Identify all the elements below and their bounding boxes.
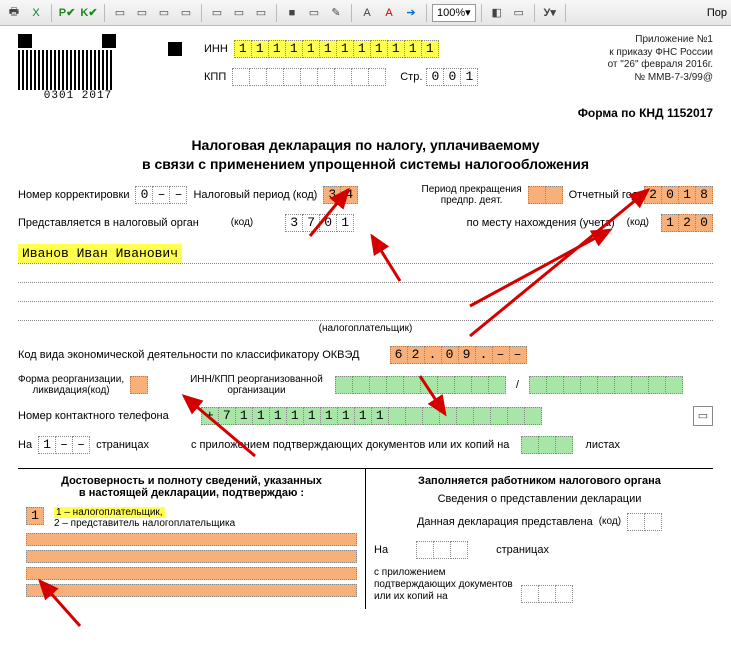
fio-value: Иванов Иван Иванович bbox=[18, 244, 182, 263]
period-label: Налоговый период (код) bbox=[193, 189, 317, 201]
font-icon[interactable]: A bbox=[379, 3, 399, 23]
taxpayer-caption: (налогоплательщик) bbox=[18, 323, 713, 334]
corr-cells[interactable]: 0–– bbox=[135, 186, 187, 204]
who-option-2: 2 – представитель налогоплательщика bbox=[54, 518, 235, 529]
reorg-inn-cells[interactable] bbox=[335, 376, 506, 394]
reorg-kpp-cells[interactable] bbox=[529, 376, 683, 394]
okved-label: Код вида экономической деятельности по к… bbox=[18, 349, 360, 361]
zoom-select[interactable]: 100% ▾ bbox=[432, 4, 476, 22]
u-button[interactable]: У▾ bbox=[540, 3, 560, 23]
tool-icon[interactable]: ▭ bbox=[207, 3, 227, 23]
kod-label: (код) bbox=[599, 516, 621, 527]
name-band[interactable] bbox=[26, 584, 357, 597]
p-check-button[interactable]: P✔ bbox=[57, 3, 77, 23]
tool-icon[interactable]: ▭ bbox=[509, 3, 529, 23]
termin-label: предпр. деят. bbox=[422, 195, 522, 206]
left-title: Достоверность и полноту сведений, указан… bbox=[26, 475, 357, 487]
tool-icon[interactable]: ✎ bbox=[326, 3, 346, 23]
document-page: 0301 2017 ИНН 111111111111 КПП Стр. 001 … bbox=[0, 26, 731, 627]
str-cells: 001 bbox=[426, 68, 478, 86]
right-r2-cells[interactable] bbox=[627, 513, 662, 531]
kpp-label: КПП bbox=[204, 71, 226, 83]
name-band[interactable] bbox=[26, 533, 357, 546]
k-check-button[interactable]: K✔ bbox=[79, 3, 99, 23]
tool-icon[interactable]: ▭ bbox=[176, 3, 196, 23]
right-r3-cells[interactable] bbox=[416, 541, 468, 559]
termin-label: Период прекращения bbox=[422, 184, 522, 195]
black-marker bbox=[102, 34, 116, 48]
app-info: Приложение №1 к приказу ФНС России от "2… bbox=[608, 34, 713, 84]
slash: / bbox=[516, 379, 519, 391]
tool-icon[interactable]: ▭ bbox=[304, 3, 324, 23]
black-marker bbox=[18, 34, 32, 48]
toolbar: 🖶 X P✔ K✔ ▭ ▭ ▭ ▭ ▭ ▭ ▭ ■ ▭ ✎ A A ➔ 100%… bbox=[0, 0, 731, 26]
reorg-form-label: ликвидация(код) bbox=[18, 385, 124, 396]
phone-label: Номер контактного телефона bbox=[18, 410, 169, 422]
place-cells[interactable]: 120 bbox=[661, 214, 713, 232]
organ-cells[interactable]: 3701 bbox=[285, 214, 354, 232]
str-label: Стр. bbox=[400, 71, 422, 83]
attach-label: с приложением подтверждающих документов … bbox=[191, 439, 509, 451]
right-r4c: или их копий на bbox=[374, 591, 513, 603]
inn-cells[interactable]: 111111111111 bbox=[234, 40, 439, 58]
right-r3b: страницах bbox=[496, 544, 549, 556]
doc-title: Налоговая декларация по налогу, уплачива… bbox=[18, 136, 713, 174]
kod-label: (код) bbox=[231, 217, 253, 228]
reorg-form-label: Форма реорганизации, bbox=[18, 374, 124, 385]
knd-label: Форма по КНД 1152017 bbox=[18, 106, 713, 120]
pages-word: страницах bbox=[96, 439, 149, 451]
tool-icon[interactable]: ▭ bbox=[110, 3, 130, 23]
place-label: по месту нахождения (учета) bbox=[467, 217, 615, 229]
phone-cells[interactable]: +7111111111 bbox=[201, 407, 542, 425]
corr-label: Номер корректировки bbox=[18, 189, 129, 201]
barcode-label: 0301 2017 bbox=[18, 90, 138, 102]
sheets-word: листах bbox=[585, 439, 620, 451]
phone-tool-icon[interactable]: ▭ bbox=[693, 406, 713, 426]
reorg-innkpp-label: организации bbox=[190, 385, 323, 396]
tool-icon[interactable]: ▭ bbox=[154, 3, 174, 23]
tool-icon[interactable]: ▭ bbox=[229, 3, 249, 23]
who-option-1: 1 – налогоплательщик, bbox=[54, 507, 165, 518]
excel-icon[interactable]: X bbox=[26, 3, 46, 23]
kod-label: (код) bbox=[627, 217, 649, 228]
who-cells[interactable]: 1 bbox=[26, 507, 44, 525]
right-r3a: На bbox=[374, 544, 388, 556]
name-band[interactable] bbox=[26, 550, 357, 563]
reorg-form-cells[interactable] bbox=[130, 376, 148, 394]
tool-icon[interactable]: ◧ bbox=[487, 3, 507, 23]
barcode bbox=[18, 50, 113, 90]
on-label: На bbox=[18, 439, 32, 451]
right-title: Заполняется работником налогового органа bbox=[374, 475, 705, 487]
pages-attach-cells[interactable] bbox=[521, 436, 573, 454]
termin-cells[interactable] bbox=[528, 186, 563, 204]
kpp-cells[interactable] bbox=[232, 68, 386, 86]
arrow-icon[interactable]: ➔ bbox=[401, 3, 421, 23]
tool-icon[interactable]: ▭ bbox=[132, 3, 152, 23]
okved-cells[interactable]: 62.09.–– bbox=[390, 346, 527, 364]
period-cells[interactable]: 34 bbox=[323, 186, 358, 204]
year-cells[interactable]: 2018 bbox=[644, 186, 713, 204]
name-band[interactable] bbox=[26, 567, 357, 580]
reorg-innkpp-label: ИНН/КПП реорганизованной bbox=[190, 374, 323, 385]
black-marker bbox=[168, 42, 182, 56]
tool-icon[interactable]: ■ bbox=[282, 3, 302, 23]
inn-label: ИНН bbox=[204, 43, 228, 55]
year-label: Отчетный год bbox=[569, 189, 638, 201]
right-r4b: подтверждающих документов bbox=[374, 579, 513, 591]
toolbar-right-label: Пор bbox=[707, 7, 727, 19]
right-r4-cells[interactable] bbox=[521, 585, 573, 603]
submit-label: Представляется в налоговый орган bbox=[18, 217, 199, 229]
right-r4a: с приложением bbox=[374, 567, 513, 579]
tool-icon[interactable]: ▭ bbox=[251, 3, 271, 23]
right-sub1: Сведения о представлении декларации bbox=[374, 493, 705, 505]
right-r2-label: Данная декларация представлена bbox=[417, 516, 593, 528]
font-icon[interactable]: A bbox=[357, 3, 377, 23]
print-icon[interactable]: 🖶 bbox=[4, 3, 24, 23]
bottom-section: Достоверность и полноту сведений, указан… bbox=[18, 468, 713, 609]
pages-on-cells[interactable]: 1–– bbox=[38, 436, 90, 454]
left-title: в настоящей декларации, подтверждаю : bbox=[26, 487, 357, 499]
